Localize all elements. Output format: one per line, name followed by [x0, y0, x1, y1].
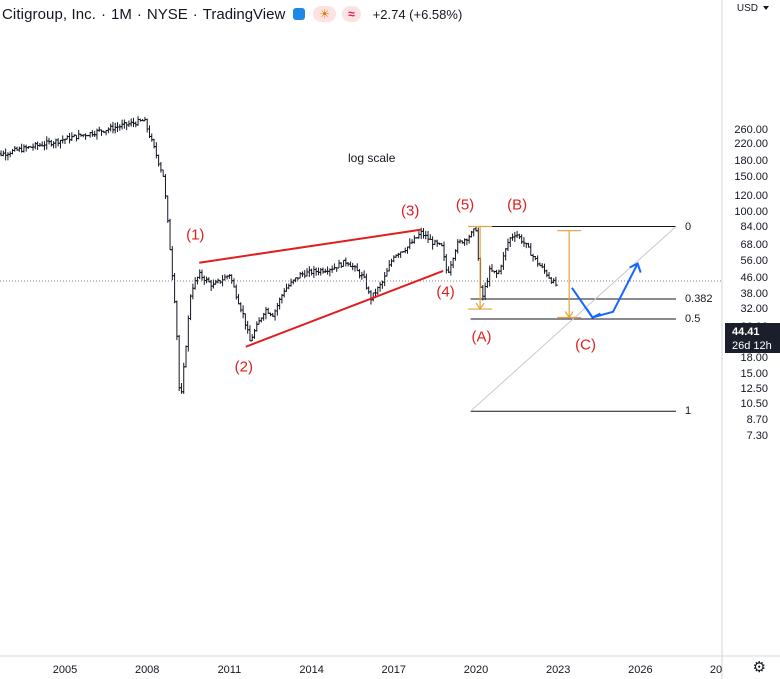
current-price-label: 44.41 26d 12h: [725, 323, 780, 353]
x-tick-label: 2020: [463, 664, 489, 676]
fib-diagonal-line: [470, 226, 677, 412]
x-tick-label: 2005: [52, 664, 78, 676]
y-tick-label: 46.00: [740, 272, 768, 285]
drawings: [199, 225, 677, 412]
y-tick-label: 12.50: [740, 383, 768, 396]
y-tick-label: 120.00: [734, 189, 768, 202]
x-tick-label: 2011: [217, 664, 242, 676]
y-tick-label: 260.00: [734, 123, 768, 136]
wave-label: (5): [455, 196, 475, 213]
y-tick-label: 38.00: [740, 288, 768, 301]
interval[interactable]: 1M: [111, 5, 132, 23]
separator-dot: ·: [101, 5, 107, 23]
symbol-name[interactable]: Citigroup, Inc.: [2, 5, 97, 23]
x-tick-label: 2014: [299, 664, 324, 676]
projection-path: [571, 263, 639, 319]
wave-label: (1): [186, 226, 205, 244]
fib-level-label: 0: [685, 220, 692, 233]
wave-label: (3): [401, 202, 420, 220]
y-tick-label: 7.30: [746, 429, 768, 442]
fib-level-label: 1: [685, 405, 692, 418]
price-change: +2.74 (+6.58%): [372, 6, 463, 22]
wedge-upper-line: [199, 228, 422, 264]
y-tick-label: 68.00: [740, 238, 768, 251]
measure-arrow: [564, 311, 574, 319]
x-tick-label: 2023: [545, 664, 571, 676]
y-tick-label: 8.70: [746, 414, 768, 427]
ohlc-bars: [0, 116, 722, 394]
currency-selector[interactable]: USD: [737, 3, 769, 14]
market-status-icon[interactable]: [293, 8, 306, 20]
projection-arrow-down: [585, 307, 601, 319]
y-tick-label: 18.00: [740, 352, 768, 365]
projection-arrow-up: [629, 262, 642, 273]
x-tick-label: 2008: [134, 664, 160, 676]
wave-label: (2): [234, 358, 253, 376]
wave-label: (B): [507, 196, 528, 214]
fib-level-label: 0.382: [685, 292, 713, 305]
y-tick-label: 180.00: [734, 155, 768, 168]
separator-dot: ·: [136, 5, 142, 23]
fib-level-label: 0.5: [685, 312, 701, 325]
y-tick-label: 100.00: [734, 205, 768, 218]
chart-header: Citigroup, Inc. · 1M · NYSE · TradingVie…: [0, 4, 462, 24]
y-tick-label: 150.00: [734, 170, 768, 183]
y-tick-label: 56.00: [740, 255, 768, 268]
y-tick-label: 220.00: [734, 138, 768, 151]
y-tick-label: 32.00: [740, 303, 768, 316]
note-text: log scale: [348, 151, 396, 165]
x-tick-label: 20: [709, 664, 723, 676]
x-tick-label: 2017: [381, 664, 407, 676]
current-price-value: 44.41: [732, 326, 760, 338]
wave-label: (4): [436, 283, 455, 301]
countdown: 26d 12h: [732, 340, 772, 352]
measure-arrow: [475, 302, 485, 311]
wave-icon[interactable]: ≈: [342, 6, 361, 22]
source: TradingView: [202, 5, 286, 23]
sun-icon[interactable]: ☀: [313, 6, 337, 22]
separator-dot: ·: [192, 5, 198, 23]
settings-icon[interactable]: ⚙: [752, 659, 766, 676]
exchange: NYSE: [146, 5, 188, 23]
wave-label: (A): [471, 328, 492, 346]
y-tick-label: 84.00: [740, 220, 768, 233]
wave-label: (C): [575, 336, 597, 354]
y-tick-label: 10.50: [740, 398, 768, 411]
wedge-lower-line: [245, 269, 444, 348]
x-tick-label: 2026: [628, 664, 653, 676]
y-tick-label: 15.00: [740, 367, 768, 380]
